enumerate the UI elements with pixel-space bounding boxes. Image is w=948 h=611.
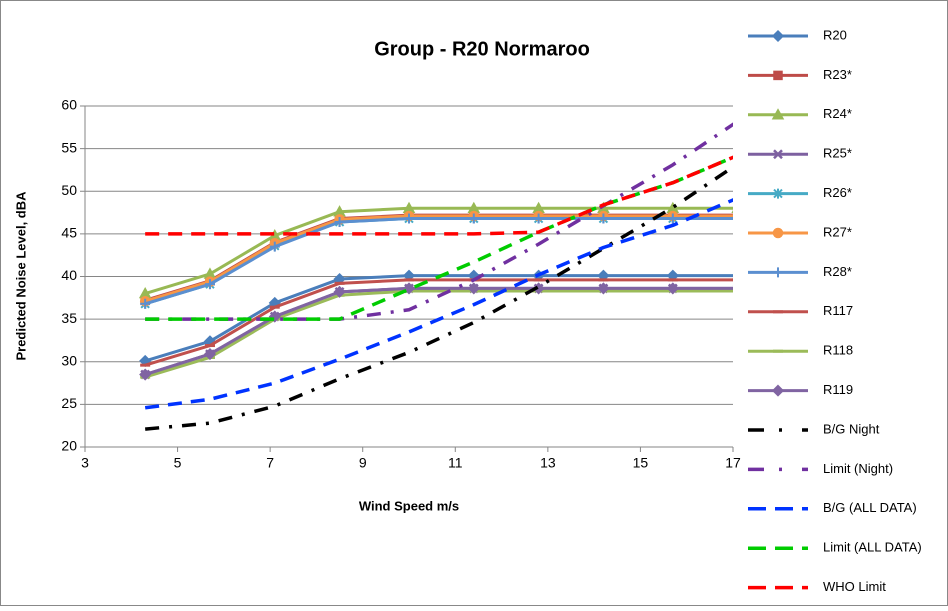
series-line <box>145 164 733 431</box>
point <box>771 384 785 397</box>
point <box>204 279 215 290</box>
x-axis-title: Wind Speed m/s <box>359 498 459 513</box>
x-tick-label: 11 <box>448 455 463 471</box>
point <box>533 213 544 224</box>
point <box>771 108 785 120</box>
point <box>731 287 733 290</box>
point <box>731 274 733 278</box>
legend-label: R119 <box>823 382 853 397</box>
point <box>467 282 480 295</box>
legend-label: B/G Night <box>823 421 880 436</box>
point <box>140 298 151 309</box>
legend-label: B/G (ALL DATA) <box>823 500 917 515</box>
series-line <box>144 286 733 376</box>
point <box>598 213 609 224</box>
point <box>203 348 217 361</box>
legend-label: WHO Limit <box>823 579 886 594</box>
point <box>468 213 479 224</box>
point <box>597 282 610 295</box>
series-line <box>145 155 733 236</box>
x-tick-label: 5 <box>174 455 182 471</box>
legend-label: R25* <box>823 146 852 161</box>
chart-title: Group - R20 Normaroo <box>374 38 590 60</box>
y-tick-label: 60 <box>61 97 77 113</box>
y-tick-label: 30 <box>61 352 77 368</box>
legend-label: Limit (ALL DATA) <box>823 540 922 555</box>
legend-label: R117 <box>823 303 853 318</box>
legend-label: R24* <box>823 106 852 121</box>
legend-label: R28* <box>823 264 852 279</box>
legend-label: R118 <box>823 343 853 358</box>
y-tick-label: 50 <box>61 182 77 198</box>
y-tick-label: 40 <box>61 267 77 283</box>
point <box>771 29 785 43</box>
x-tick-label: 13 <box>540 455 556 471</box>
legend-label: R26* <box>823 185 852 200</box>
series-line <box>144 278 733 367</box>
series-line <box>144 206 733 295</box>
legend: R20 R23* R24* R25* R26* R27* R28* R117 R118 R119 B… <box>748 27 922 594</box>
point <box>667 213 678 224</box>
y-tick-label: 35 <box>61 310 77 326</box>
point <box>773 267 783 278</box>
point <box>773 70 783 81</box>
point <box>773 149 783 160</box>
series-line <box>144 198 733 410</box>
legend-label: R20 <box>823 27 847 42</box>
x-tick-label: 3 <box>81 455 89 471</box>
point <box>333 285 346 298</box>
point <box>772 227 784 239</box>
legend-label: Limit (Night) <box>823 461 893 476</box>
series-line <box>145 122 733 321</box>
point <box>731 210 733 214</box>
y-tick-label: 45 <box>61 225 77 241</box>
series-line <box>144 217 733 306</box>
point <box>268 310 281 323</box>
legend-label: R27* <box>823 224 852 239</box>
series-line <box>144 214 733 303</box>
point <box>269 241 280 252</box>
point <box>139 368 152 381</box>
point <box>334 216 345 227</box>
point <box>773 188 783 199</box>
y-tick-label: 25 <box>61 395 77 411</box>
point <box>404 213 414 224</box>
x-tick-label: 15 <box>633 455 649 471</box>
y-tick-label: 55 <box>61 139 77 155</box>
point <box>402 282 416 295</box>
plot-area <box>138 122 733 431</box>
series-line <box>145 155 733 321</box>
y-axis-title: Predicted Noise Level, dBA <box>13 191 28 361</box>
x-tick-label: 9 <box>359 455 367 471</box>
legend-label: R23* <box>823 67 852 82</box>
x-tick-label: 7 <box>266 455 274 471</box>
point <box>666 282 679 295</box>
y-tick-label: 20 <box>61 438 77 454</box>
series-line <box>144 289 733 379</box>
x-tick-label: 17 <box>725 455 741 471</box>
